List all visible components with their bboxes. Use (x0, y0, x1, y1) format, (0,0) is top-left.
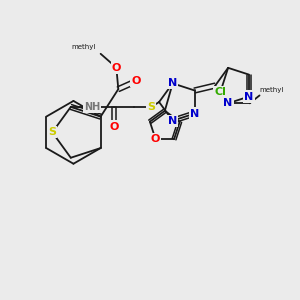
Text: O: O (109, 122, 119, 132)
Text: Cl: Cl (214, 87, 226, 98)
Text: NH: NH (84, 102, 101, 112)
Text: O: O (131, 76, 141, 86)
Text: S: S (48, 127, 56, 137)
Text: N: N (224, 98, 233, 108)
Text: O: O (112, 63, 121, 73)
Text: O: O (151, 134, 160, 144)
Text: methyl: methyl (260, 88, 284, 94)
Text: S: S (147, 102, 155, 112)
Text: N: N (244, 92, 254, 101)
Text: methyl: methyl (71, 44, 96, 50)
Text: N: N (190, 109, 199, 118)
Text: N: N (168, 116, 177, 126)
Text: N: N (168, 78, 177, 88)
